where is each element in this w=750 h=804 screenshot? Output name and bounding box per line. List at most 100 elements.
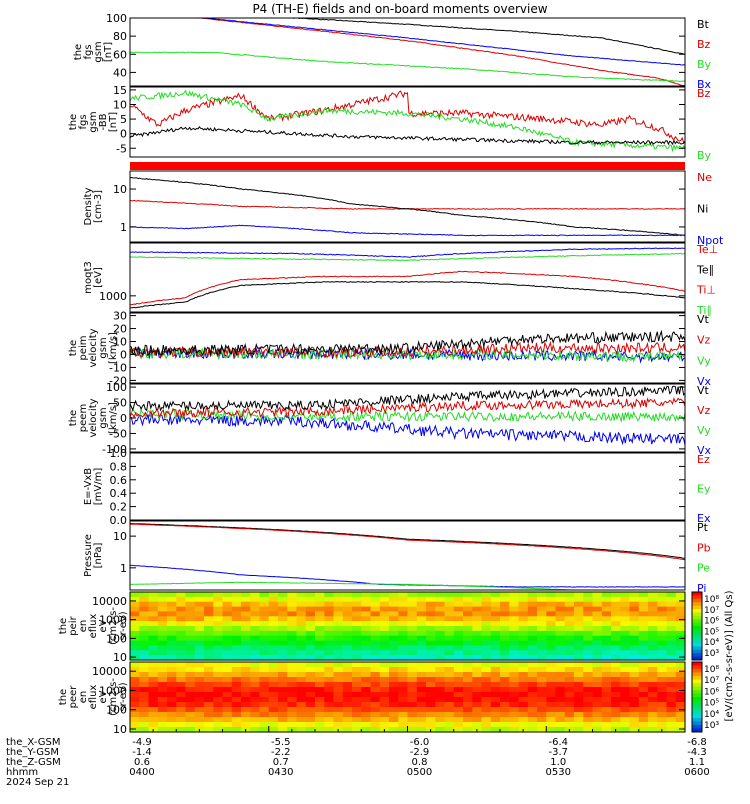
colorbar-tick-label: 10⁴ [704,638,719,648]
spectrogram-cell [453,601,464,608]
spectrogram-cell [241,722,251,728]
spectrogram-cell [518,667,529,673]
spectrogram-cell [620,722,631,728]
spectrogram-cell [500,722,510,728]
spectrogram-cell [250,672,261,678]
spectrogram-cell [518,635,529,642]
y-axis-label: the [58,618,69,634]
spectrogram-cell [342,667,353,673]
spectrogram-cell [241,682,251,688]
y-axis-label: [eV] [93,267,104,288]
spectrogram-cell [611,645,621,651]
spectrogram-cell [157,645,168,651]
spectrogram-cell [426,692,436,698]
spectrogram-cell [268,640,279,647]
spectrogram-cell [555,606,566,613]
spectrogram-cell [398,712,409,718]
spectrogram-cell [379,616,390,622]
spectrogram-cell [564,667,575,673]
spectrogram-cell [453,727,464,733]
spectrogram-cell [555,640,566,647]
spectrogram-cell [305,640,316,647]
spectrogram-cell [130,630,140,637]
legend-entry: Bz [697,87,711,100]
spectrogram-cell [648,687,658,693]
spectrogram-cell [426,697,436,703]
spectrogram-cell [287,717,298,723]
x-axis-value: 0530 [546,767,571,778]
spectrogram-cell [194,601,205,608]
spectrogram-cell [407,687,418,693]
spectrogram-cell [657,687,668,693]
spectrogram-cell [268,712,279,718]
spectrogram-cell [426,616,436,622]
spectrogram-cell [278,645,288,651]
spectrogram-cell [629,645,640,651]
spectrogram-cell [352,650,362,656]
spectrogram-cell [527,687,538,693]
spectrogram-cell [546,611,557,617]
spectrogram-cell [564,712,575,718]
spectrogram-cell [231,635,242,642]
spectrogram-cell [500,601,510,608]
spectrogram-cell [666,717,677,723]
spectrogram-cell [250,687,261,693]
spectrogram-cell [213,667,224,673]
spectrogram-cell [398,611,409,617]
spectrogram-cell [222,606,233,613]
spectrogram-cell [398,662,409,668]
spectrogram-cell [176,645,187,651]
spectrogram-cell [324,635,335,642]
spectrogram-cell [361,702,372,708]
spectrogram-cell [416,592,427,598]
spectrogram-cell [601,606,612,613]
spectrogram-cell [185,630,196,637]
spectrogram-cell [250,592,261,598]
spectrogram-cell [361,727,372,733]
spectrogram-cell [675,596,686,603]
spectrogram-cell [472,692,483,698]
spectrogram-cell [601,592,612,598]
spectrogram-cell [231,727,242,733]
spectrogram-cell [463,596,473,603]
colorbar-segment [692,725,702,729]
spectrogram-cell [666,611,677,617]
spectrogram-cell [185,677,196,683]
spectrogram-cell [333,677,344,683]
spectrogram-cell [139,626,150,632]
spectrogram-cell [398,677,409,683]
spectrogram-cell [463,697,473,703]
spectrogram-cell [342,672,353,678]
spectrogram-cell [287,626,298,632]
spectrogram-cell [648,722,658,728]
spectrogram-cell [287,722,298,728]
spectrogram-cell [537,601,547,608]
spectrogram-cell [657,606,668,613]
y-tick-label: 0.2 [110,501,128,514]
spectrogram-cell [490,596,501,603]
spectrogram-cell [472,611,483,617]
spectrogram-cell [130,645,140,651]
spectrogram-cell [194,621,205,627]
spectrogram-cell [333,702,344,708]
spectrogram-cell [296,621,307,627]
series-line-Vt [129,385,686,412]
spectrogram-cell [675,697,686,703]
spectrogram-cell [601,677,612,683]
spectrogram-cell [481,692,492,698]
spectrogram-cell [601,702,612,708]
spectrogram-cell [370,645,381,651]
x-axis-value: -1.4 [132,747,152,758]
series-line-Vx [129,412,686,446]
spectrogram-cell [481,702,492,708]
spectrogram-cell [250,621,261,627]
spectrogram-cell [342,662,353,668]
spectrogram-cell [601,712,612,718]
y-tick-label: 10 [113,183,127,196]
spectrogram-cell [518,712,529,718]
spectrogram-cell [130,697,140,703]
spectrogram-cell [389,645,399,651]
spectrogram-cell [204,601,214,608]
y-axis-label: en [78,620,89,633]
